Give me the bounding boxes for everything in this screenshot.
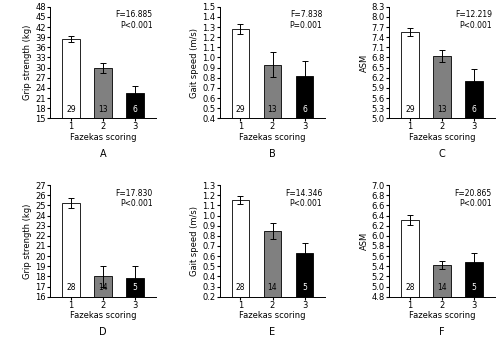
- Bar: [232, 201, 249, 317]
- Bar: [264, 64, 281, 159]
- Text: A: A: [100, 149, 106, 159]
- Bar: [94, 277, 112, 341]
- X-axis label: Fazekas scoring: Fazekas scoring: [70, 133, 136, 142]
- Text: 28: 28: [405, 283, 414, 292]
- Bar: [433, 56, 451, 287]
- Text: 13: 13: [437, 105, 447, 114]
- Text: 29: 29: [66, 105, 76, 114]
- Y-axis label: ASM: ASM: [360, 232, 368, 250]
- Text: 14: 14: [98, 283, 108, 292]
- Bar: [296, 253, 314, 317]
- Text: 14: 14: [268, 283, 278, 292]
- Y-axis label: Grip strength (kg): Grip strength (kg): [24, 203, 32, 279]
- X-axis label: Fazekas scoring: Fazekas scoring: [240, 311, 306, 320]
- Text: 29: 29: [236, 105, 245, 114]
- Text: 28: 28: [66, 283, 76, 292]
- Text: F=12.219
P<0.001: F=12.219 P<0.001: [455, 10, 492, 30]
- Bar: [62, 39, 80, 169]
- Text: F=14.346
P<0.001: F=14.346 P<0.001: [285, 189, 323, 208]
- Bar: [126, 279, 144, 341]
- Text: E: E: [270, 327, 276, 337]
- Text: 6: 6: [302, 105, 307, 114]
- Bar: [126, 93, 144, 169]
- Y-axis label: Gait speed (m/s): Gait speed (m/s): [190, 206, 200, 276]
- Text: F=16.885
P<0.001: F=16.885 P<0.001: [116, 10, 153, 30]
- Text: F=17.830
P<0.001: F=17.830 P<0.001: [116, 189, 153, 208]
- Text: 14: 14: [437, 283, 447, 292]
- X-axis label: Fazekas scoring: Fazekas scoring: [409, 133, 476, 142]
- Bar: [401, 220, 418, 341]
- Text: D: D: [99, 327, 107, 337]
- Bar: [296, 76, 314, 159]
- X-axis label: Fazekas scoring: Fazekas scoring: [240, 133, 306, 142]
- Text: 5: 5: [472, 283, 476, 292]
- Text: 13: 13: [98, 105, 108, 114]
- Text: C: C: [438, 149, 446, 159]
- Y-axis label: Grip strength (kg): Grip strength (kg): [24, 25, 32, 100]
- Bar: [232, 29, 249, 159]
- Bar: [94, 68, 112, 169]
- Text: 5: 5: [302, 283, 307, 292]
- Text: 6: 6: [132, 105, 138, 114]
- Text: 13: 13: [268, 105, 278, 114]
- Y-axis label: Gait speed (m/s): Gait speed (m/s): [190, 28, 200, 98]
- Text: 28: 28: [236, 283, 245, 292]
- Bar: [466, 81, 483, 287]
- X-axis label: Fazekas scoring: Fazekas scoring: [70, 311, 136, 320]
- Text: F=20.865
P<0.001: F=20.865 P<0.001: [454, 189, 492, 208]
- Bar: [401, 32, 418, 287]
- Bar: [62, 204, 80, 341]
- Bar: [264, 231, 281, 317]
- Text: B: B: [269, 149, 276, 159]
- X-axis label: Fazekas scoring: Fazekas scoring: [409, 311, 476, 320]
- Y-axis label: ASM: ASM: [360, 54, 368, 72]
- Text: 5: 5: [132, 283, 138, 292]
- Text: F: F: [439, 327, 445, 337]
- Text: F=7.838
P=0.001: F=7.838 P=0.001: [290, 10, 322, 30]
- Text: 6: 6: [472, 105, 476, 114]
- Text: 29: 29: [405, 105, 414, 114]
- Bar: [466, 262, 483, 341]
- Bar: [433, 265, 451, 341]
